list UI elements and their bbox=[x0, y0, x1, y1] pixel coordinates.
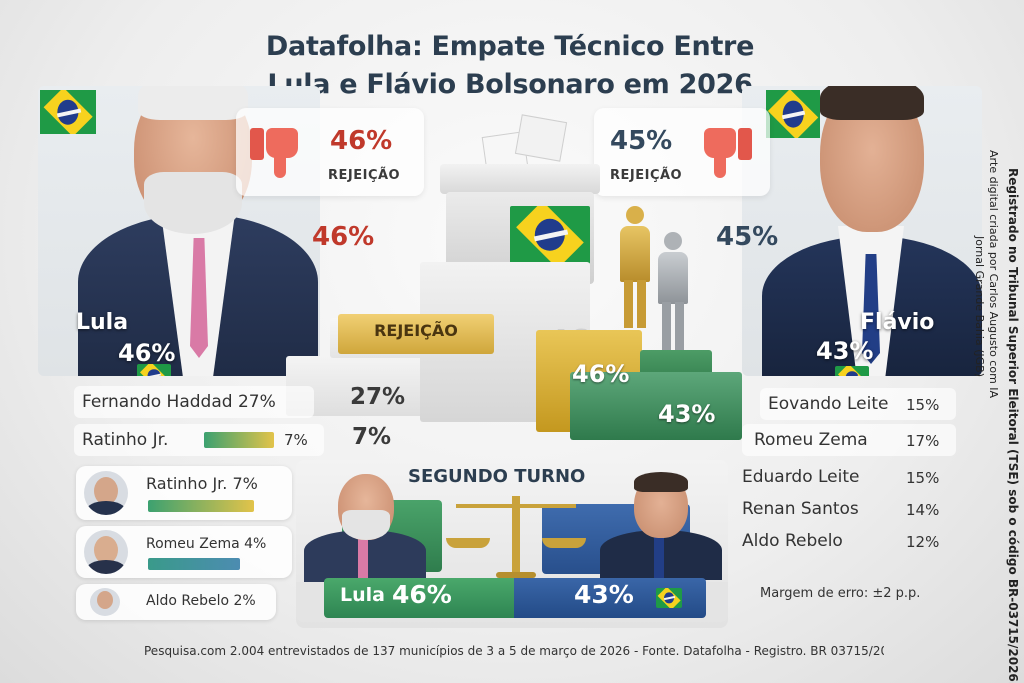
vertical-credit-3: Registrado no Tribunal Superior Eleitora… bbox=[1006, 168, 1020, 683]
rejection-pct-lula: 46% bbox=[330, 126, 393, 156]
avatar bbox=[84, 471, 128, 515]
list-item-name: Eduardo Leite bbox=[742, 467, 860, 487]
rejection-card-lula: 46% REJEIÇÃO bbox=[236, 108, 424, 196]
progress-bar bbox=[148, 500, 254, 512]
avatar bbox=[84, 530, 128, 574]
list-item-name: Aldo Rebelo bbox=[742, 531, 843, 551]
ballot-paper-icon bbox=[514, 114, 568, 162]
thumbs-down-icon bbox=[250, 128, 300, 178]
list-item-name: Eovando Leite bbox=[768, 394, 889, 414]
list-item-value: 15% bbox=[906, 469, 940, 487]
second-round-pct-flavio: 43% bbox=[574, 580, 634, 609]
candidate-photo-flavio bbox=[762, 86, 982, 376]
vertical-credit-1: Arte digital criada por Carlos Augusto c… bbox=[987, 150, 1000, 399]
list-item-label: Fernando Haddad 27% bbox=[82, 392, 276, 412]
list-item-value: 7% bbox=[352, 424, 392, 450]
candidate-photo-flavio-small bbox=[596, 468, 726, 580]
progress-bar bbox=[148, 558, 240, 570]
candidate-panel-left: Lula 46% bbox=[38, 86, 320, 376]
list-item-small: 7% bbox=[284, 431, 308, 449]
candidate-card: Ratinho Jr. 7% bbox=[76, 466, 292, 520]
list-item: Eduardo Leite 15% bbox=[742, 464, 956, 492]
list-item: Ratinho Jr. 7% bbox=[74, 424, 324, 456]
footer-source: Pesquisa.com 2.004 entrevistados de 137 … bbox=[144, 644, 884, 658]
brazil-flag-icon bbox=[656, 588, 682, 608]
title-line-2: Lula e Flávio Bolsonaro em 2026 bbox=[267, 69, 753, 100]
candidate-panel-right: 43% Flávio bbox=[742, 86, 982, 376]
brazil-flag-icon bbox=[510, 206, 590, 264]
rejection-label-lula: REJEIÇÃO bbox=[328, 168, 401, 183]
candidate-photo-lula bbox=[78, 86, 318, 376]
candidate-name-lula: Lula bbox=[76, 310, 129, 335]
rejection-pct-flavio: 45% bbox=[610, 126, 673, 156]
vertical-credit-2: Jornal Grande Bahia (JGB) bbox=[973, 236, 986, 378]
brazil-flag-icon bbox=[835, 366, 870, 376]
candidate-pct-lula: 46% bbox=[118, 339, 176, 367]
candidate-name-flavio: Flávio bbox=[860, 310, 935, 335]
step-pct-46: 46% bbox=[572, 360, 630, 388]
rejection-label-flavio: REJEIÇÃO bbox=[610, 168, 683, 183]
second-round-bar-flavio: 43% bbox=[514, 578, 706, 618]
list-item-name: Romeu Zema bbox=[754, 430, 868, 450]
scales-icon bbox=[446, 490, 586, 580]
ballot-box bbox=[440, 112, 600, 284]
list-item: Eovando Leite 15% bbox=[760, 388, 956, 420]
list-item: Renan Santos 14% bbox=[742, 496, 956, 524]
thumbs-down-icon bbox=[704, 128, 754, 178]
second-round-pct-lula: 46% bbox=[392, 580, 452, 609]
brazil-flag-icon bbox=[40, 90, 96, 134]
candidate-card-label: Romeu Zema 4% bbox=[146, 536, 267, 552]
rejection-block: REJEIÇÃO bbox=[338, 314, 494, 354]
second-round-bar-lula: Lula 46% bbox=[324, 578, 514, 618]
gold-figure-icon bbox=[618, 206, 652, 330]
candidate-card: Romeu Zema 4% bbox=[76, 526, 292, 578]
title-line-1: Datafolha: Empate Técnico Entre bbox=[265, 31, 755, 62]
candidate-card: Aldo Rebelo 2% bbox=[76, 584, 276, 620]
list-item-value: 14% bbox=[906, 501, 940, 519]
second-round-title: SEGUNDO TURNO bbox=[408, 466, 586, 487]
list-item: Romeu Zema 17% bbox=[742, 424, 956, 456]
list-item-label: Ratinho Jr. bbox=[82, 430, 169, 450]
candidate-card-label: Aldo Rebelo 2% bbox=[146, 593, 256, 609]
list-item: Fernando Haddad 27% bbox=[74, 386, 314, 418]
candidate-pct-flavio: 43% bbox=[816, 337, 874, 365]
list-item-value: 15% bbox=[906, 396, 940, 414]
list-item-value: 27% bbox=[350, 384, 406, 410]
step-pct-43: 43% bbox=[658, 400, 716, 428]
brazil-flag-icon bbox=[766, 90, 820, 138]
list-item-value: 17% bbox=[906, 432, 940, 450]
rejection-pct-mid-lula: 46% bbox=[312, 222, 375, 252]
brazil-flag-icon bbox=[137, 364, 172, 376]
list-item-name: Renan Santos bbox=[742, 499, 859, 519]
page-title: Datafolha: Empate Técnico Entre Lula e F… bbox=[180, 28, 840, 104]
silver-figure-icon bbox=[656, 232, 690, 352]
step-green bbox=[570, 372, 742, 440]
rejection-pct-mid-flavio: 45% bbox=[716, 222, 779, 252]
rejection-card-flavio: 45% REJEIÇÃO bbox=[594, 108, 770, 196]
list-item: Aldo Rebelo 12% bbox=[742, 528, 956, 556]
progress-bar bbox=[204, 432, 274, 448]
second-round-name-lula: Lula bbox=[340, 584, 385, 606]
margin-of-error: Margem de erro: ±2 p.p. bbox=[760, 586, 921, 601]
second-round-panel: SEGUNDO TURNO Lula 46% 43% bbox=[296, 460, 728, 628]
avatar bbox=[90, 588, 120, 616]
candidate-photo-lula-small bbox=[300, 470, 430, 582]
candidate-card-label: Ratinho Jr. 7% bbox=[146, 474, 258, 493]
list-item-value: 12% bbox=[906, 533, 940, 551]
